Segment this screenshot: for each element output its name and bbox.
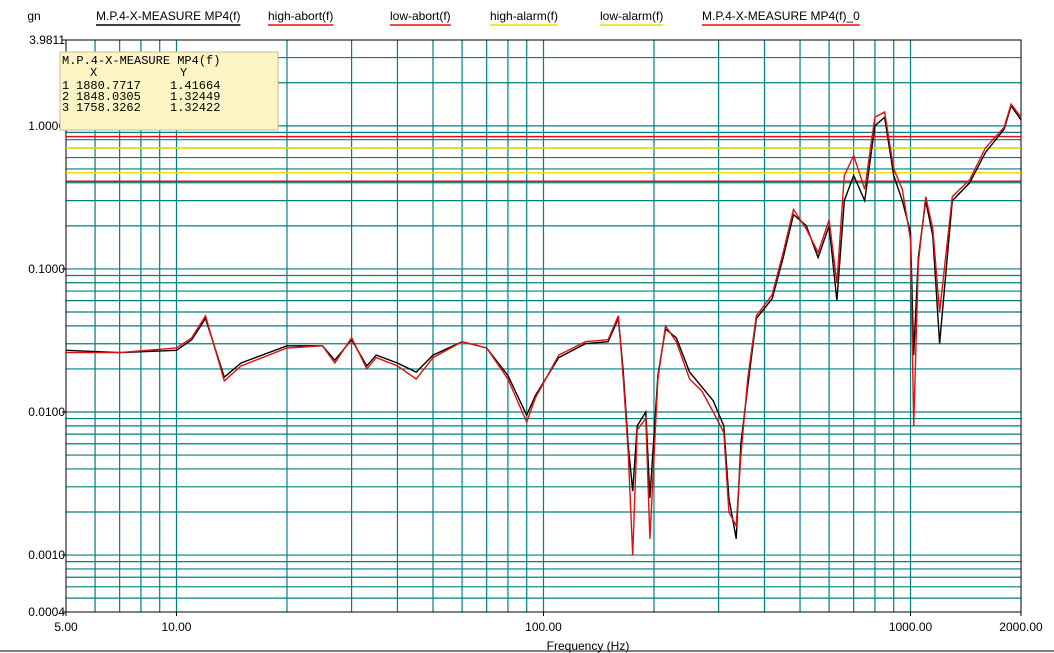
cursor-cell: 1.32449 xyxy=(170,90,220,104)
cursor-cell: 1.41664 xyxy=(170,79,220,93)
y-tick-label: 3.9811 xyxy=(29,33,65,47)
cursor-cell: 2 xyxy=(62,90,69,104)
legend-label: high-abort(f) xyxy=(268,9,333,23)
x-tick-label: 1000.00 xyxy=(889,620,933,634)
cursor-cell: 3 xyxy=(62,101,69,115)
cursor-column-header: Y xyxy=(180,66,187,80)
legend-label: low-alarm(f) xyxy=(600,9,663,23)
cursor-table-bg xyxy=(59,51,279,131)
legend-label: M.P.4-X-MEASURE MP4(f)_0 xyxy=(702,9,860,23)
cursor-cell: 1880.7717 xyxy=(76,79,141,93)
x-tick-label: 2000.00 xyxy=(999,620,1043,634)
cursor-cell: 1.32422 xyxy=(170,101,220,115)
x-tick-label: 5.00 xyxy=(54,620,78,634)
series-line xyxy=(66,102,1022,556)
x-tick-label: 100.00 xyxy=(525,620,562,634)
cursor-cell: 1848.0305 xyxy=(76,90,141,104)
legend-label: M.P.4-X-MEASURE MP4(f) xyxy=(96,9,240,23)
cursor-table-title: M.P.4-X-MEASURE MP4(f) xyxy=(62,54,220,68)
cursor-column-header: X xyxy=(90,66,97,80)
cursor-table: M.P.4-X-MEASURE MP4(f)X Y 1 1880.7717 1.4166… xyxy=(59,51,279,131)
legend-label: high-alarm(f) xyxy=(490,9,558,23)
y-tick-label: 0.1000 xyxy=(28,262,65,276)
y-tick-label: 0.0100 xyxy=(28,405,65,419)
y-tick-label: 1.0000 xyxy=(28,119,65,133)
x-tick-label: 10.00 xyxy=(161,620,191,634)
x-axis-label: Frequency (Hz) xyxy=(547,639,630,653)
y-unit: gn xyxy=(27,9,40,23)
cursor-cell: 1758.3262 xyxy=(76,101,141,115)
cursor-cell: 1 xyxy=(62,79,69,93)
legend-label: low-abort(f) xyxy=(390,9,451,23)
y-tick-label: 0.0004 xyxy=(28,605,65,619)
y-tick-label: 0.0010 xyxy=(28,548,65,562)
